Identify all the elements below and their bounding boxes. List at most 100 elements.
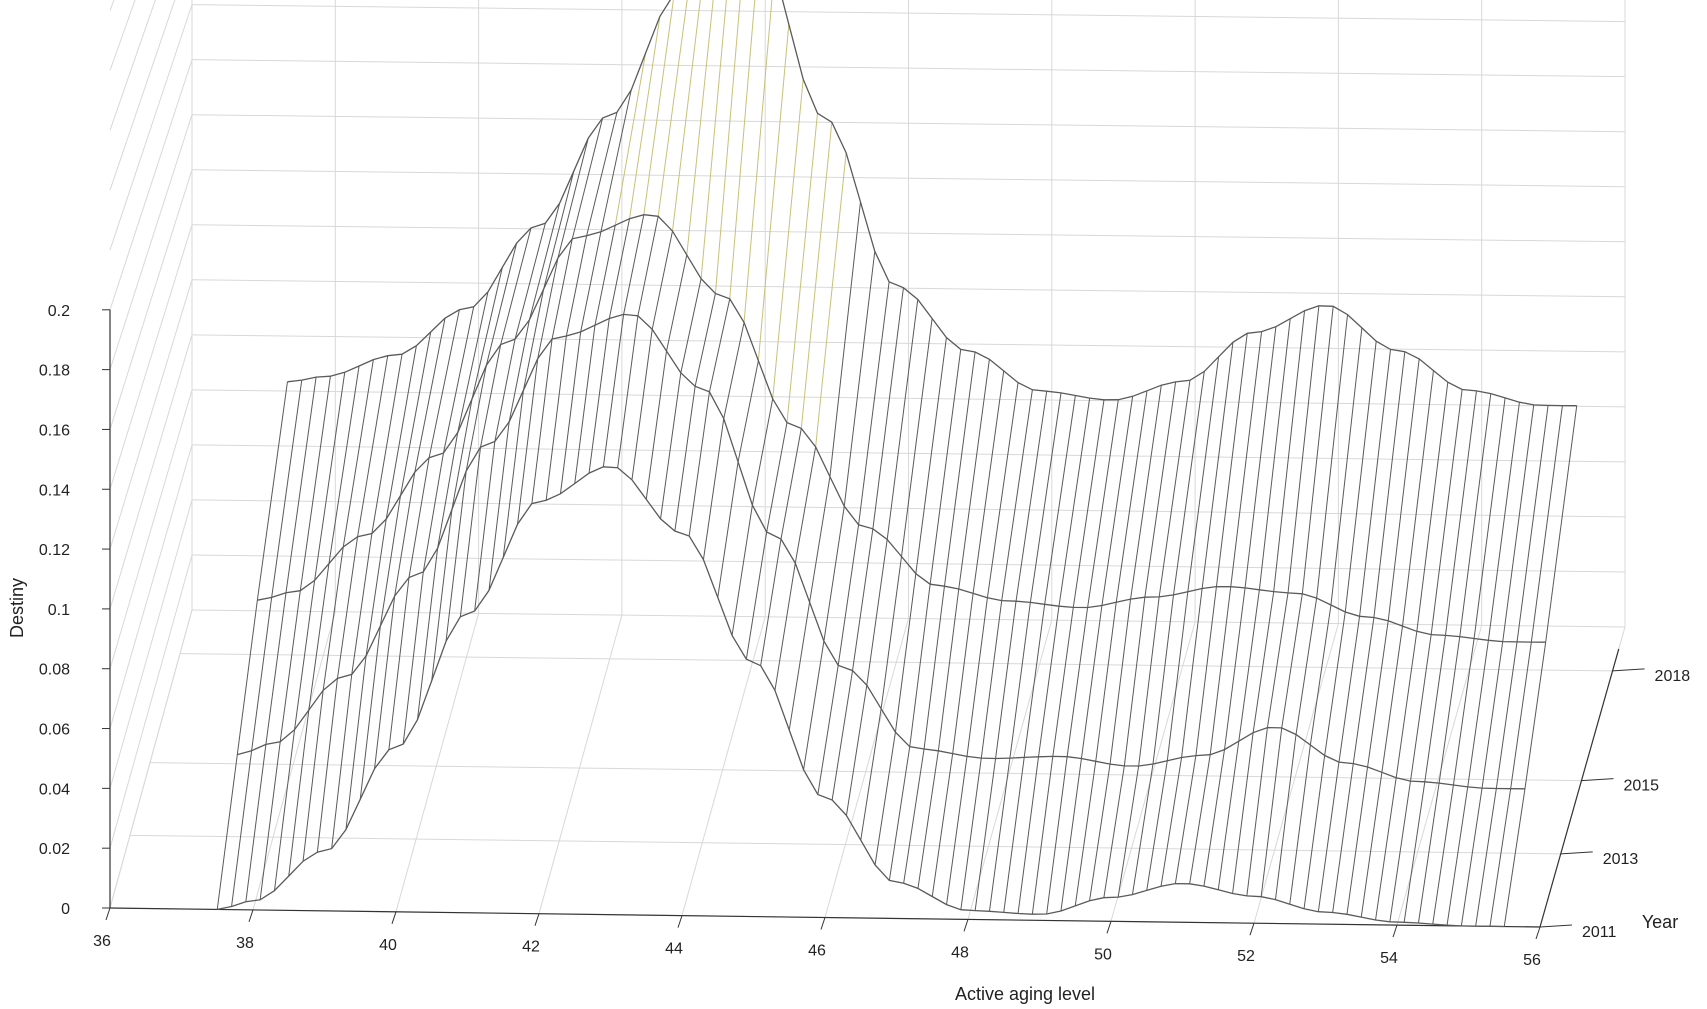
surface-mesh-line	[308, 563, 330, 711]
surface-mesh-line	[528, 203, 561, 321]
side-grid-line-z	[109, 59, 193, 310]
surface-mesh-line	[937, 588, 960, 751]
surface-mesh-line	[608, 218, 631, 319]
surface-mesh-line	[314, 372, 346, 581]
surface-mesh-line	[1089, 763, 1111, 901]
x-axis-title: Active aging level	[955, 984, 1095, 1004]
surface-mesh-line	[594, 225, 616, 326]
surface-mesh-line	[1109, 599, 1132, 765]
surface-mesh-line	[858, 281, 890, 525]
surface-mesh-line	[852, 528, 874, 671]
surface-mesh-line	[974, 758, 997, 911]
surface-mesh-line	[1452, 638, 1475, 786]
surface-mesh-line	[1209, 586, 1232, 755]
surface-mesh-line	[760, 538, 782, 666]
x-tick-label: 44	[665, 941, 683, 958]
y-axis-line	[1539, 648, 1620, 928]
floor-grid-line-x	[252, 611, 336, 911]
surface-mesh-line	[1244, 326, 1277, 588]
surface-mesh-line	[299, 376, 331, 591]
surface-mesh-line	[1138, 596, 1160, 767]
surface-mesh-line	[1359, 349, 1392, 617]
x-tick-label: 36	[93, 933, 111, 950]
x-tick-label: 56	[1523, 952, 1541, 969]
side-grid-line-z	[109, 0, 176, 191]
x-tick-label: 52	[1237, 948, 1255, 965]
surface-mesh-line	[774, 563, 796, 691]
surface-mesh-line	[428, 309, 460, 458]
surface-mesh-line	[1173, 371, 1205, 596]
surface-mesh-line	[1001, 389, 1033, 601]
x-tick-mark	[1535, 926, 1541, 940]
surface-mesh-line	[408, 457, 430, 578]
z-tick-label: 0.08	[39, 662, 70, 679]
x-tick-mark	[105, 907, 111, 921]
surface-mesh-line	[903, 748, 925, 884]
series-curve-2018	[287, 0, 1577, 407]
surface-mesh-line	[872, 287, 904, 529]
surface-mesh-line	[279, 590, 301, 742]
surface-mesh-line	[823, 506, 845, 642]
surface-mesh-line	[1273, 310, 1306, 592]
surface-mesh-line	[342, 359, 374, 548]
surface-mesh-line	[888, 746, 911, 881]
surface-mesh-line	[1402, 370, 1434, 627]
surface-mesh-line	[1046, 756, 1068, 915]
surface-mesh-line	[1487, 402, 1520, 641]
surface-mesh-line	[700, 0, 727, 279]
surface-mesh-line	[1130, 385, 1162, 600]
surface-mesh-line	[1232, 732, 1254, 894]
surface-mesh-line	[1432, 784, 1454, 925]
surface-mesh-line	[952, 593, 974, 754]
surface-mesh-line	[508, 320, 530, 423]
surface-mesh-line	[1410, 634, 1432, 782]
side-grid-line-z	[109, 4, 193, 251]
surface-mesh-line	[1346, 766, 1369, 915]
surface-mesh-line	[422, 453, 444, 573]
surface-mesh-line	[388, 577, 410, 750]
surface-mesh-line	[614, 53, 647, 226]
surface-mesh-line	[866, 539, 888, 686]
series-curve-2015	[257, 214, 1546, 643]
surface-mesh-line	[328, 365, 360, 564]
surface-mesh-line	[931, 753, 954, 897]
surface-mesh-line	[837, 524, 860, 666]
surface-mesh-line	[502, 390, 524, 558]
surface-mesh-line	[245, 744, 267, 902]
surface-mesh-line	[1224, 587, 1246, 750]
surface-mesh-line	[686, 0, 714, 255]
surface-mesh-line	[1017, 756, 1040, 914]
y-tick-label: 2013	[1603, 851, 1639, 868]
surface-mesh-line	[809, 476, 831, 603]
side-grid-line-z	[109, 0, 136, 71]
surface-mesh-line	[365, 519, 387, 656]
surface-mesh-line	[522, 288, 545, 391]
surface-mesh-line	[1260, 727, 1283, 897]
surface-mesh-line	[815, 152, 847, 447]
surface-mesh-line	[1332, 763, 1354, 913]
surface-mesh-line	[1123, 597, 1146, 766]
y-tick-mark	[1581, 778, 1614, 782]
surface-mesh-line	[1289, 744, 1311, 905]
surface-mesh-line	[1038, 606, 1060, 757]
surface-mesh-line	[1203, 749, 1226, 887]
side-grid-line-z	[109, 444, 193, 729]
surface-mesh-line	[500, 227, 532, 345]
surface-mesh-line	[714, 0, 741, 294]
x-tick-mark	[1106, 921, 1112, 934]
floor-grid-line-x	[1253, 623, 1339, 924]
surface-mesh-line	[972, 370, 1005, 594]
surface-mesh-line	[929, 349, 962, 585]
z-tick-label: 0.14	[39, 482, 70, 499]
surface-mesh-line	[1460, 788, 1483, 926]
surface-mesh-line	[459, 447, 482, 617]
axes-layer	[102, 309, 1645, 940]
x-tick-label: 48	[951, 944, 969, 961]
grid-layer	[109, 0, 1626, 928]
surface-mesh-line	[251, 597, 273, 751]
surface-mesh-line	[400, 331, 432, 496]
surface-mesh-line	[480, 344, 502, 448]
surface-mesh-line	[803, 641, 825, 770]
surface-mesh-line	[1103, 765, 1125, 898]
surface-mesh-line	[1317, 762, 1340, 912]
